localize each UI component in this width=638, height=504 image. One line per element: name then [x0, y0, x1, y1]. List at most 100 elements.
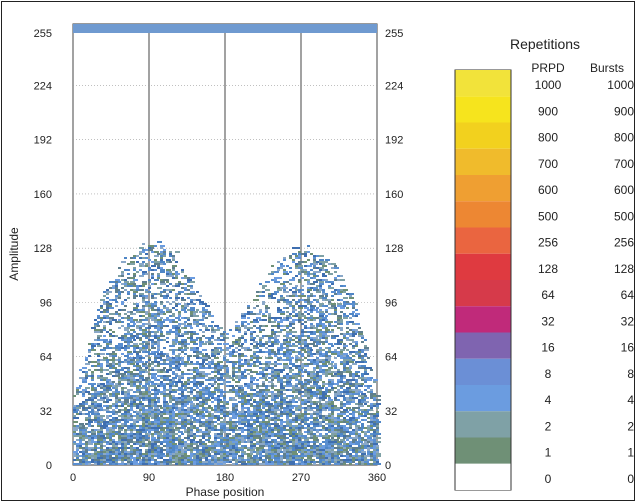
data-cell — [295, 267, 298, 269]
data-cell — [169, 363, 172, 365]
data-cell — [139, 315, 142, 317]
data-cell — [175, 437, 178, 439]
data-cell — [271, 363, 274, 365]
data-cell — [331, 361, 334, 363]
data-cell — [316, 365, 319, 367]
data-cell — [220, 335, 225, 337]
data-cell — [136, 429, 139, 431]
data-cell — [106, 291, 109, 293]
data-cell — [151, 295, 154, 297]
data-cell — [157, 267, 160, 269]
data-cell — [91, 461, 94, 463]
data-cell — [76, 449, 79, 451]
data-cell — [163, 385, 166, 387]
data-cell — [160, 257, 163, 259]
data-cell — [160, 321, 165, 323]
data-cell — [181, 389, 184, 391]
data-cell — [319, 335, 322, 337]
data-cell — [94, 453, 99, 455]
data-cell — [133, 453, 136, 455]
data-cell — [79, 435, 82, 437]
data-cell — [211, 413, 214, 415]
data-cell — [82, 433, 87, 435]
data-cell — [202, 371, 205, 373]
data-cell — [166, 395, 171, 397]
data-cell — [97, 343, 100, 345]
data-cell — [244, 407, 249, 409]
data-cell — [259, 357, 262, 359]
data-cell — [127, 433, 132, 435]
data-cell — [151, 283, 154, 285]
data-cell — [190, 349, 193, 351]
data-cell — [172, 285, 177, 287]
data-cell — [133, 313, 136, 315]
data-cell — [238, 337, 241, 339]
data-cell — [181, 307, 186, 309]
data-cell — [271, 407, 274, 409]
data-cell — [166, 403, 169, 405]
data-cell — [151, 447, 154, 449]
data-cell — [109, 459, 112, 461]
data-cell — [262, 377, 267, 379]
data-cell — [334, 457, 339, 459]
data-cell — [178, 311, 181, 313]
data-cell — [250, 335, 253, 337]
data-cell — [220, 409, 225, 411]
data-cell — [310, 295, 313, 297]
data-cell — [298, 397, 301, 399]
data-cell — [208, 455, 213, 457]
data-cell — [154, 405, 157, 407]
data-cell — [256, 453, 259, 455]
data-cell — [112, 459, 117, 461]
data-cell — [271, 383, 274, 385]
data-cell — [295, 439, 300, 441]
data-cell — [190, 341, 195, 343]
data-cell — [139, 439, 142, 441]
data-cell — [145, 399, 148, 401]
data-cell — [262, 399, 265, 401]
data-cell — [124, 341, 127, 343]
data-cell — [310, 453, 313, 455]
data-cell — [274, 339, 279, 341]
data-cell — [148, 281, 151, 283]
data-cell — [277, 289, 282, 291]
data-cell — [163, 375, 166, 377]
data-cell — [214, 387, 217, 389]
data-cell — [172, 331, 177, 333]
data-cell — [295, 419, 298, 421]
data-cell — [304, 395, 307, 397]
data-cell — [223, 401, 228, 403]
data-cell — [106, 453, 109, 455]
data-cell — [112, 287, 117, 289]
data-cell — [268, 437, 271, 439]
data-cell — [295, 357, 300, 359]
data-cell — [214, 461, 219, 463]
data-cell — [211, 455, 214, 457]
data-cell — [220, 395, 223, 397]
data-cell — [178, 451, 183, 453]
data-cell — [238, 363, 241, 365]
data-cell — [139, 257, 142, 259]
data-cell — [223, 423, 226, 425]
data-cell — [223, 459, 226, 461]
data-cell — [121, 283, 124, 285]
data-cell — [280, 397, 283, 399]
data-cell — [157, 453, 160, 455]
data-cell — [139, 453, 144, 455]
data-cell — [187, 289, 190, 291]
data-cell — [316, 353, 319, 355]
data-cell — [232, 457, 237, 459]
data-cell — [313, 317, 316, 319]
data-cell — [154, 263, 157, 265]
data-cell — [172, 277, 175, 279]
data-cell — [202, 307, 205, 309]
data-cell — [175, 373, 178, 375]
data-cell — [325, 357, 328, 359]
data-cell — [238, 327, 241, 329]
data-cell — [199, 365, 202, 367]
data-cell — [280, 429, 285, 431]
data-cell — [175, 309, 178, 311]
data-cell — [145, 425, 148, 427]
data-cell — [178, 293, 181, 295]
data-cell — [76, 391, 79, 393]
